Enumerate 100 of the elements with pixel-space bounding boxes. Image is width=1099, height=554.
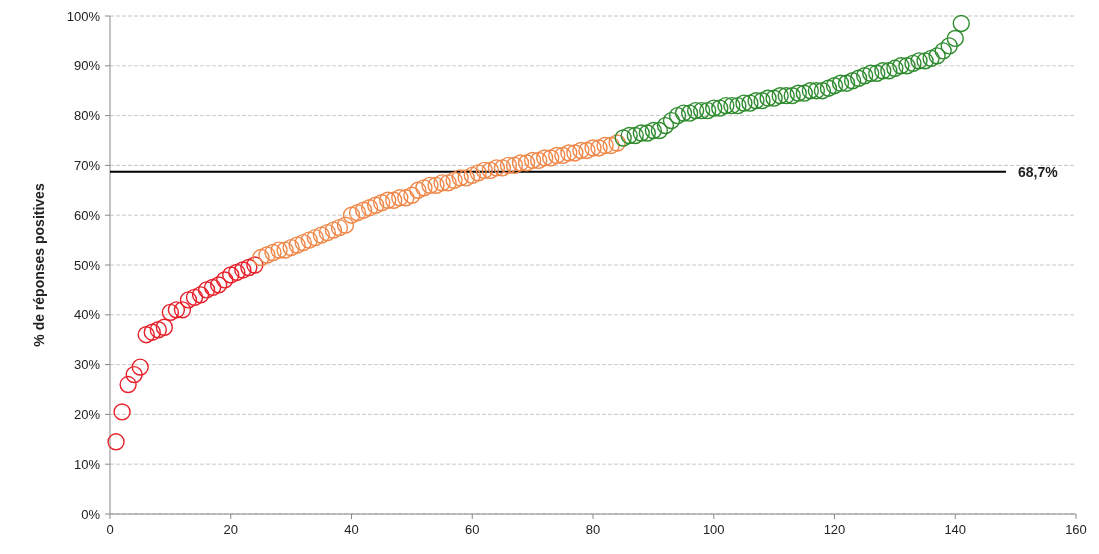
point	[240, 258, 258, 277]
point	[300, 231, 318, 249]
point	[391, 189, 409, 207]
point	[373, 194, 391, 212]
point	[137, 326, 155, 344]
point	[650, 121, 669, 140]
point	[306, 228, 324, 247]
point	[173, 301, 192, 319]
point	[191, 286, 210, 304]
point	[608, 134, 626, 152]
point	[680, 104, 699, 122]
point	[318, 223, 337, 242]
point	[252, 248, 270, 267]
point	[825, 77, 844, 95]
point	[469, 164, 487, 182]
point	[614, 129, 632, 147]
point	[342, 206, 361, 224]
point	[759, 89, 777, 107]
point	[686, 101, 705, 120]
point	[849, 69, 868, 87]
point	[161, 303, 180, 321]
point	[831, 74, 850, 92]
point	[862, 64, 880, 82]
point	[934, 42, 952, 60]
y-tick-label: 100%	[66, 8, 101, 24]
point	[946, 29, 964, 48]
point	[880, 62, 898, 80]
point	[493, 159, 512, 177]
x-tick-label: 0	[106, 522, 114, 537]
point	[529, 151, 548, 170]
point	[717, 96, 735, 115]
point	[560, 144, 578, 162]
point	[119, 375, 137, 394]
point	[125, 365, 143, 384]
point	[789, 84, 807, 102]
point	[662, 111, 681, 130]
y-tick-label: 80%	[73, 108, 101, 124]
point	[415, 179, 433, 197]
point	[632, 124, 650, 142]
point	[874, 62, 892, 80]
point	[928, 47, 946, 65]
point	[246, 256, 264, 274]
point	[705, 99, 723, 117]
point	[185, 288, 204, 307]
point	[584, 139, 602, 157]
point	[409, 181, 427, 199]
point	[554, 146, 572, 165]
point	[674, 104, 693, 122]
point	[113, 403, 131, 421]
y-tick-label: 50%	[73, 257, 101, 273]
point	[360, 199, 379, 217]
point	[179, 291, 198, 309]
point	[886, 59, 904, 77]
y-axis-title: % de réponses positives	[31, 183, 47, 347]
point	[348, 204, 367, 222]
y-tick-label: 90%	[73, 58, 101, 74]
y-tick-label: 10%	[73, 456, 101, 472]
point	[898, 57, 916, 75]
point	[904, 54, 922, 72]
x-tick-label: 120	[823, 522, 846, 537]
y-tick-label: 30%	[73, 357, 101, 373]
point	[590, 139, 608, 157]
point	[693, 101, 711, 120]
y-tick-label: 40%	[73, 307, 101, 323]
point	[711, 99, 729, 117]
point	[258, 246, 276, 264]
point	[699, 101, 717, 120]
point	[795, 84, 813, 102]
point	[741, 94, 759, 112]
x-tick-label: 20	[223, 522, 238, 537]
point	[210, 276, 228, 294]
x-tick-label: 100	[702, 522, 725, 537]
point	[668, 106, 687, 125]
point	[354, 201, 373, 219]
point	[270, 241, 288, 259]
y-tick-label: 20%	[73, 406, 101, 422]
point	[578, 141, 596, 160]
point	[801, 82, 820, 100]
point	[397, 189, 415, 207]
x-tick-label: 160	[1065, 522, 1087, 537]
point	[536, 149, 554, 167]
point	[511, 154, 530, 172]
point	[523, 151, 542, 170]
ref-line-label: 68,7%	[1018, 163, 1059, 180]
point	[656, 116, 675, 135]
point	[463, 166, 481, 185]
point	[572, 141, 590, 160]
point	[819, 79, 838, 97]
point	[421, 176, 439, 194]
point	[771, 87, 789, 105]
point	[403, 186, 421, 204]
point	[499, 156, 518, 175]
point	[433, 174, 451, 192]
point	[366, 196, 385, 214]
point	[216, 271, 234, 289]
point	[288, 236, 306, 254]
point	[837, 74, 856, 92]
point	[197, 281, 216, 299]
y-tick-label: 0%	[81, 506, 101, 522]
point	[155, 318, 174, 336]
